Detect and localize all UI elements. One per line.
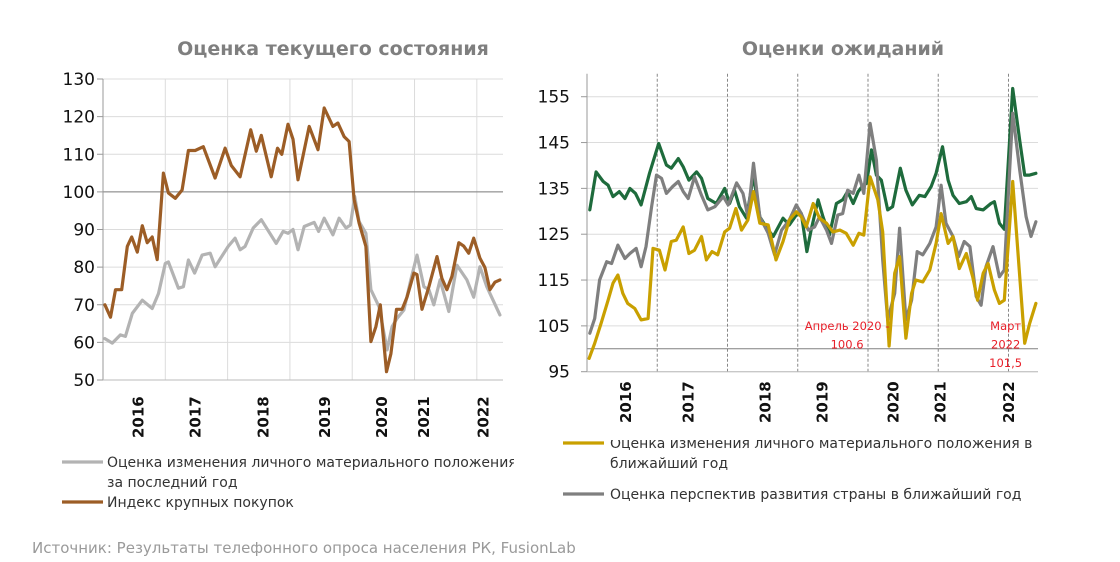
x-tick-label: 2017 xyxy=(187,396,205,438)
x-tick-label: 2022 xyxy=(474,396,492,438)
x-tick-label: 2016 xyxy=(129,396,147,438)
y-tick-label: 60 xyxy=(73,333,95,353)
chart-title: Оценка текущего состояния xyxy=(177,38,489,60)
y-tick-label: 50 xyxy=(73,371,95,391)
annotation-label: 100.6 xyxy=(831,338,864,352)
x-tick-label: 2019 xyxy=(316,396,334,438)
legend-label: за последний год xyxy=(107,475,238,491)
chart-title: Оценки ожиданий xyxy=(742,38,944,60)
legend: Оценка изменения личного материального п… xyxy=(563,436,1032,503)
source-note: Источник: Результаты телефонного опроса … xyxy=(32,539,576,557)
x-tick-label: 2018 xyxy=(757,381,775,423)
series-line-2 xyxy=(587,175,1038,360)
annotation-label: Март xyxy=(990,319,1021,333)
legend-label: Индекс крупных покупок xyxy=(107,495,294,511)
y-tick-label: 120 xyxy=(63,108,95,128)
y-tick-label: 95 xyxy=(548,363,570,383)
y-tick-label: 145 xyxy=(538,134,570,154)
annotation-label: 101,5 xyxy=(989,356,1022,370)
y-tick-label: 155 xyxy=(538,88,570,108)
series-line-1 xyxy=(588,111,1038,335)
annotation-label: Апрель 2020 - xyxy=(805,319,890,333)
x-tick-label: 2020 xyxy=(885,381,903,423)
x-tick-label: 2019 xyxy=(814,381,832,423)
legend-item: Оценка изменения личного материального п… xyxy=(62,455,517,491)
chart-expectations: Оценки ожиданий 95 105 115 125 135 145 155 2016 2… xyxy=(538,38,1038,503)
legend-item: Оценка изменения личного материального п… xyxy=(563,436,1032,472)
legend-label: ближайший год xyxy=(610,456,728,472)
x-tick-label: 2020 xyxy=(373,396,391,438)
y-tick-label: 100 xyxy=(63,183,95,203)
y-tick-label: 90 xyxy=(73,221,95,241)
x-tick-label: 2022 xyxy=(1000,381,1018,423)
legend-item: Индекс крупных покупок xyxy=(62,495,294,511)
x-tick-label: 2017 xyxy=(679,381,697,423)
y-tick-label: 105 xyxy=(538,317,570,337)
x-tick-label: 2021 xyxy=(932,381,950,423)
series-line-0 xyxy=(103,194,502,352)
chart-current-state: Оценка текущего состояния 50 60 70 80 90 100 11… xyxy=(62,38,517,511)
y-tick-label: 130 xyxy=(63,70,95,90)
y-tick-label: 70 xyxy=(73,296,95,316)
legend-item: Оценка перспектив развития страны в ближ… xyxy=(563,487,1021,503)
y-tick-label: 125 xyxy=(538,225,570,245)
x-tick-label: 2018 xyxy=(255,396,273,438)
annotation-label: 2022 xyxy=(991,338,1020,352)
y-tick-label: 110 xyxy=(63,145,95,165)
legend-label: Оценка перспектив развития страны в ближ… xyxy=(610,487,1021,503)
x-tick-label: 2016 xyxy=(617,381,635,423)
series-line-0 xyxy=(588,86,1038,254)
y-tick-label: 80 xyxy=(73,258,95,278)
legend-label: Оценка изменения личного материального п… xyxy=(610,436,1032,452)
y-tick-label: 135 xyxy=(538,179,570,199)
legend: Оценка изменения личного материального п… xyxy=(62,455,517,511)
series-line-1 xyxy=(103,106,502,374)
x-tick-label: 2021 xyxy=(415,396,433,438)
legend-label: Оценка изменения личного материального п… xyxy=(107,455,517,471)
y-tick-label: 115 xyxy=(538,271,570,291)
